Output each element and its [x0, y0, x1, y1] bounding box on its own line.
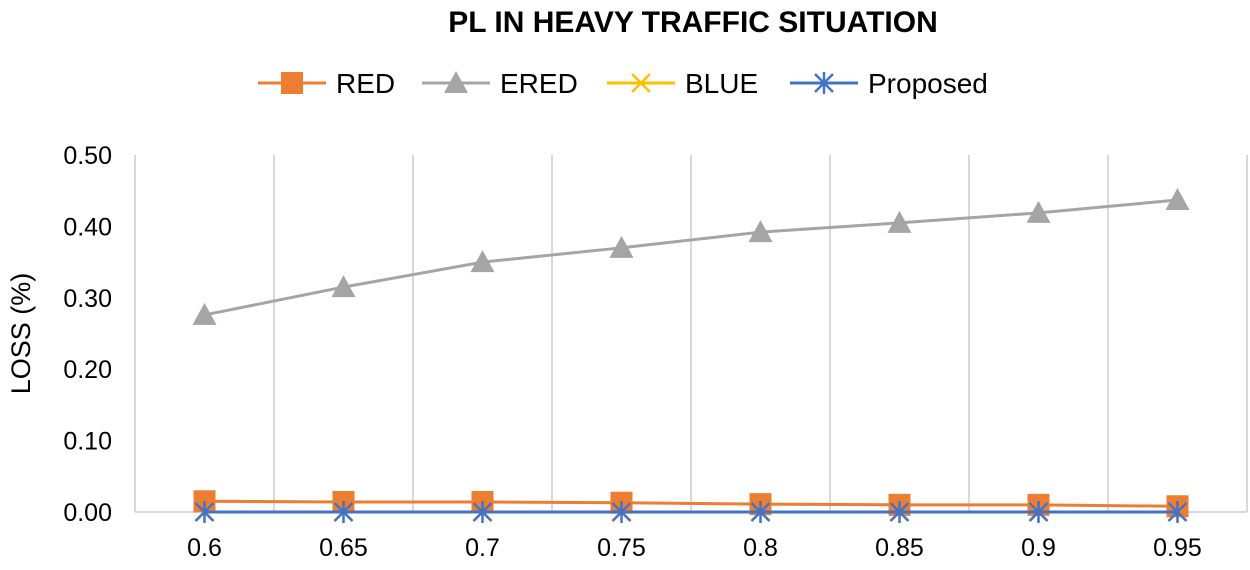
y-axis-label: LOSS (%) [6, 273, 36, 395]
marker-star [814, 72, 834, 94]
series-line [204, 198, 1178, 317]
legend-label: ERED [500, 68, 578, 99]
x-tick-label: 0.9 [1021, 534, 1056, 562]
marker-star [472, 501, 493, 523]
x-tick-label: 0.8 [743, 534, 778, 562]
marker-star [889, 501, 910, 523]
legend-item: BLUE [607, 68, 758, 99]
marker-star [194, 501, 215, 523]
marker-triangle [1165, 187, 1190, 210]
marker-star [1167, 501, 1188, 523]
y-tick-label: 0.50 [63, 142, 112, 170]
y-tick-label: 0.40 [63, 213, 112, 241]
legend-item: Proposed [790, 68, 988, 99]
legend-item: ERED [422, 68, 578, 99]
series-line [204, 499, 1178, 508]
y-tick-label: 0.20 [63, 356, 112, 384]
legend-label: Proposed [868, 68, 988, 99]
series-ered [192, 187, 1190, 325]
x-tick-label: 0.6 [187, 534, 222, 562]
x-tick-label: 0.7 [465, 534, 500, 562]
marker-triangle [887, 210, 912, 233]
marker-square [281, 72, 303, 94]
y-tick-label: 0.10 [63, 428, 112, 456]
marker-triangle [444, 71, 468, 93]
marker-triangle [470, 250, 495, 273]
marker-star [333, 501, 354, 523]
marker-triangle [609, 235, 634, 258]
marker-triangle [331, 275, 356, 298]
x-tick-label: 0.85 [875, 534, 924, 562]
y-tick-label: 0.30 [63, 285, 112, 313]
x-tick-label: 0.65 [319, 534, 368, 562]
x-tick-label: 0.75 [597, 534, 646, 562]
marker-star [611, 501, 632, 523]
marker-star [750, 501, 771, 523]
y-tick-label: 0.00 [63, 499, 112, 527]
marker-triangle [748, 220, 773, 243]
marker-star [1028, 501, 1049, 523]
legend-item: RED [258, 68, 395, 99]
legend-label: RED [336, 68, 395, 99]
marker-x [631, 73, 651, 93]
chart-title: PL IN HEAVY TRAFFIC SITUATION [448, 6, 937, 39]
marker-triangle [192, 302, 217, 325]
x-tick-label: 0.95 [1153, 534, 1202, 562]
series-proposed [194, 501, 1188, 523]
legend-label: BLUE [685, 68, 758, 99]
marker-triangle [1026, 200, 1051, 223]
